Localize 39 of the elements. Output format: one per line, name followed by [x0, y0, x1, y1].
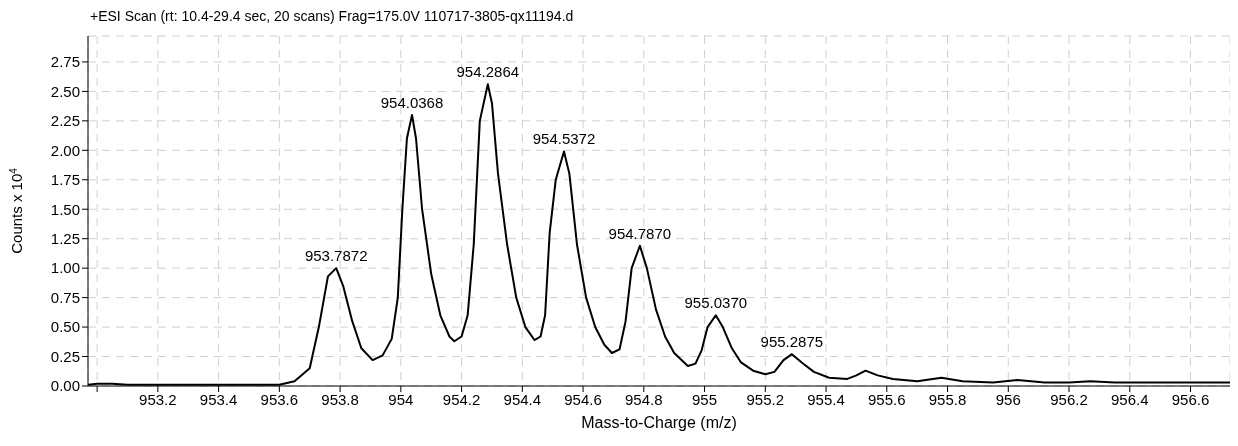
- x-tick-label: 956: [995, 390, 1021, 408]
- x-tick-label: 954.6: [564, 390, 602, 408]
- x-tick-label: 956.4: [1111, 390, 1149, 408]
- x-tick-label: 953.8: [321, 390, 359, 408]
- x-tick-label: 954.8: [625, 390, 663, 408]
- x-tick-label: 955.8: [928, 390, 967, 408]
- annotation: 954.7870: [608, 224, 672, 242]
- y-tick-label: 2.25: [50, 112, 80, 130]
- annotation: 954.2864: [456, 63, 520, 81]
- x-axis-title: Mass-to-Charge (m/z): [581, 414, 737, 431]
- y-tick-label: 0.25: [50, 347, 80, 365]
- annotation: 953.7872: [304, 247, 368, 265]
- x-tick-label: 953.4: [199, 390, 238, 408]
- chart-title: +ESI Scan (rt: 10.4-29.4 sec, 20 scans) Frag=175.0V 110717-3805-qx11194.d: [90, 8, 574, 24]
- annotation: 954.5372: [532, 130, 596, 148]
- x-tick-label: 955.4: [807, 390, 845, 408]
- y-tick-label: 0.75: [50, 288, 80, 306]
- y-tick-label: 2.50: [50, 82, 80, 100]
- x-tick-label: 953.2: [139, 390, 177, 408]
- y-tick-label: 1.00: [50, 259, 80, 277]
- y-tick-label: 2.00: [50, 141, 80, 159]
- y-tick-label: 1.75: [50, 171, 80, 189]
- annotation: 954.0368: [380, 93, 444, 111]
- x-tick-label: 955.6: [868, 390, 906, 408]
- x-tick-label: 954.2: [442, 390, 481, 408]
- annotation: 955.2875: [760, 333, 824, 351]
- y-tick-label: 1.25: [50, 230, 80, 248]
- x-tick-label: 954: [388, 390, 414, 408]
- y-tick-label: 0.50: [50, 318, 80, 336]
- x-tick-label: 955.2: [746, 390, 785, 408]
- annotation: 955.0370: [684, 294, 748, 312]
- y-tick-label: 1.50: [50, 200, 80, 218]
- x-tick-label: 953.6: [260, 390, 299, 408]
- y-tick-label: 2.75: [50, 53, 80, 71]
- y-tick-label: 0.00: [50, 377, 80, 395]
- x-tick-label: 956.6: [1171, 390, 1210, 408]
- x-tick-label: 954.4: [503, 390, 542, 408]
- x-tick-label: 955: [692, 390, 718, 408]
- x-tick-label: 956.2: [1050, 390, 1088, 408]
